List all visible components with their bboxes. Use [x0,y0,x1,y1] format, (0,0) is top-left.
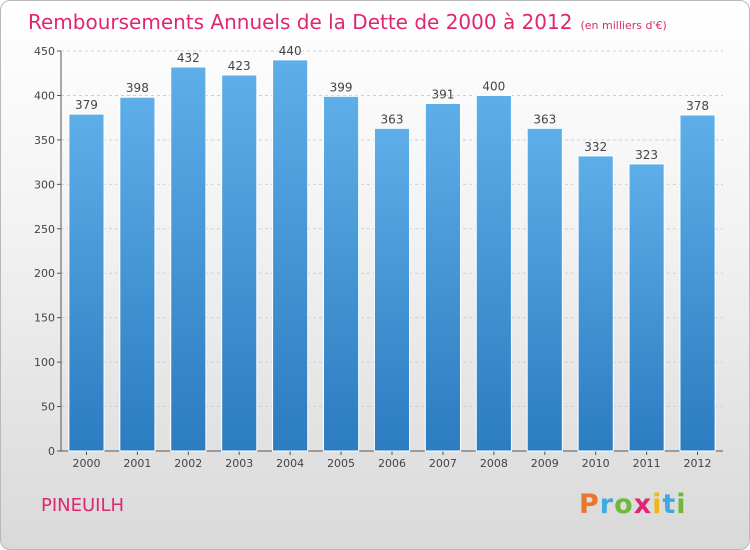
x-tick-label-2010: 2010 [582,457,610,470]
value-label-2011: 323 [635,148,658,162]
y-tick-label: 150 [34,312,55,325]
value-label-2003: 423 [228,59,251,73]
bar-2006 [373,127,411,452]
x-tick-label-2002: 2002 [174,457,202,470]
x-tick-label-2007: 2007 [429,457,457,470]
value-label-2008: 400 [482,79,505,93]
value-label-2007: 391 [431,87,454,101]
bars [68,59,716,452]
bar-2000 [68,113,105,452]
bar-2009 [526,127,563,452]
chart-title: Remboursements Annuels de la Dette de 20… [28,10,667,34]
value-label-2006: 363 [381,112,404,126]
y-tick-label: 100 [34,356,55,369]
y-tick-label: 0 [48,445,55,458]
bar-2010 [577,155,614,452]
bar-2002 [170,66,207,452]
bar-2004 [272,59,309,452]
logo-letter: i [652,489,663,520]
bar-2003 [221,74,258,452]
value-label-2009: 363 [533,112,556,126]
value-label-2002: 432 [177,51,200,65]
value-label-2004: 440 [279,44,302,58]
bar-2005 [323,95,360,452]
x-tick-label-2009: 2009 [531,457,559,470]
bar-2012 [679,114,716,452]
proxiti-logo[interactable]: Proxiti [579,489,687,520]
labels: 0 50 100 150 200 250 300 350 400 450 379 2000 398 200… [34,44,712,470]
title-unit: (en milliers d'€) [580,19,667,32]
x-tick-label-2006: 2006 [378,457,406,470]
y-tick-label: 450 [34,45,55,58]
value-label-2001: 398 [126,81,149,95]
bar-2011 [628,163,665,452]
x-tick-label-2001: 2001 [123,457,151,470]
x-tick-label-2000: 2000 [72,457,100,470]
y-tick-label: 350 [34,134,55,147]
value-label-2005: 399 [330,80,353,94]
town-name: PINEUILH [41,495,125,516]
logo-letter: i [676,489,687,520]
x-tick-label-2011: 2011 [633,457,661,470]
logo-letter: x [633,489,653,520]
logo-letter: o [614,489,634,520]
logo-letter: t [662,489,677,520]
y-tick-label: 300 [34,178,55,191]
title-text: Remboursements Annuels de la Dette de 20… [28,10,573,34]
y-tick-label: 200 [34,267,55,280]
value-label-2000: 379 [75,98,98,112]
value-label-2012: 378 [686,99,709,113]
x-tick-label-2003: 2003 [225,457,253,470]
logo-letter: r [599,489,615,520]
y-tick-label: 250 [34,223,55,236]
y-tick-label: 400 [34,89,55,102]
x-tick-label-2004: 2004 [276,457,304,470]
x-tick-label-2005: 2005 [327,457,355,470]
x-tick-label-2012: 2012 [684,457,712,470]
x-tick-label-2008: 2008 [480,457,508,470]
y-tick-label: 50 [41,401,55,414]
logo-letter: P [579,489,600,520]
bar-2008 [475,94,512,452]
bar-2001 [119,96,156,452]
value-label-2010: 332 [584,140,607,154]
bar-2007 [424,102,461,452]
